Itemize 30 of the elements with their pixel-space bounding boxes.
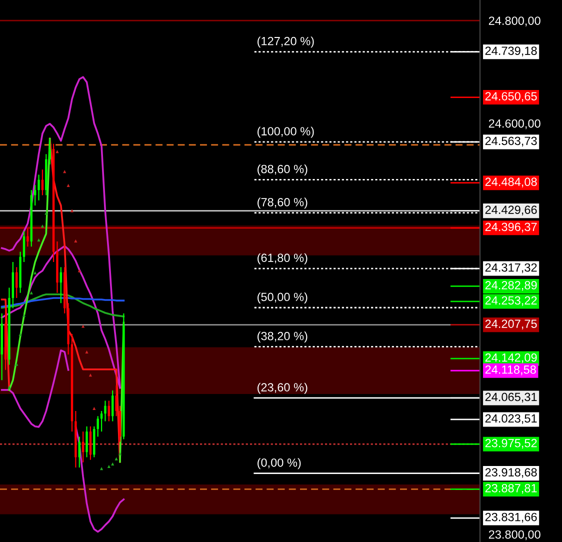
annotation: (0,00 %) [258, 458, 301, 470]
annotation: (78,60 %) [258, 198, 308, 209]
ref-line-label: 24.282,89 [485, 281, 537, 291]
ref-line-label: 24.142,09 [485, 353, 537, 364]
ref-line-label: 24.429,66 [485, 206, 537, 216]
y-tick-label: 24.600,00 [488, 119, 540, 130]
ref-line-label: 24.317,32 [485, 263, 537, 274]
ref-line-label: 24.065,31 [485, 392, 537, 403]
ref-line-label: 24.563,73 [485, 136, 537, 146]
annotation: (23,60 %) [258, 382, 308, 394]
ref-line-label: 24.207,75 [485, 320, 537, 330]
ref-line-label: 24.253,22 [485, 296, 537, 306]
annotation: (127,20 %) [258, 36, 314, 48]
ref-line-label: 23.831,66 [485, 512, 537, 523]
ref-line-label: 23.887,81 [485, 484, 537, 494]
ref-line-label: 24.023,51 [485, 414, 537, 424]
annotation: (38,20 %) [258, 332, 308, 343]
ref-line-label: 24.650,65 [485, 92, 537, 102]
y-tick-label: 23.800,00 [488, 530, 540, 540]
annotation: (100,00 %) [258, 126, 314, 138]
ref-line-label: 23.975,52 [485, 438, 537, 449]
ref-line-label: 24.739,18 [485, 46, 537, 56]
annotation: (88,60 %) [258, 164, 308, 176]
y-tick-label: 24.800,00 [488, 16, 540, 26]
ref-line-label: 23.918,68 [485, 468, 537, 478]
ref-line-label: 24.484,08 [485, 178, 537, 188]
annotation: (61,80 %) [258, 253, 308, 264]
ref-line-label: 24.396,37 [485, 222, 537, 232]
ref-line-label: 24.118,58 [485, 365, 536, 376]
annotation: (50,00 %) [258, 292, 308, 304]
